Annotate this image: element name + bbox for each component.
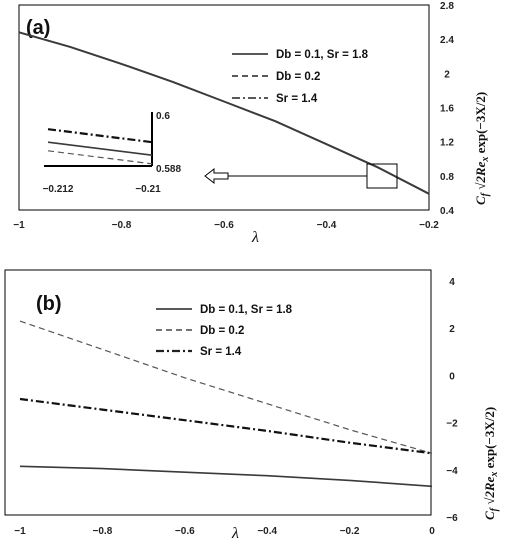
panel-b-legend-label: Db = 0.1, Sr = 1.8 (200, 304, 293, 316)
panel-b-ytick: 2 (449, 324, 455, 335)
panel-b-ytick: 0 (449, 371, 455, 382)
panel-b-legend-label: Sr = 1.4 (200, 346, 242, 358)
panel-a-xtick: −1 (13, 220, 25, 231)
panel-b-xtick: −1 (14, 526, 26, 537)
panel-b-ytick: 4 (449, 277, 455, 288)
panel-a-ytick: 1.6 (440, 104, 454, 115)
panel-a-legend-label: Db = 0.1, Sr = 1.8 (276, 49, 369, 61)
panel-a-xlabel: λ (251, 229, 259, 246)
panel-b: (b) λ Cf √2Rex exp(−3X/2) −1 −0.8 −0.6 −0.4… (4, 269, 500, 542)
panel-b-legend-label: Db = 0.2 (200, 325, 244, 337)
panel-a-label: (a) (26, 17, 50, 39)
inset-xtick: −0.21 (135, 184, 161, 195)
panel-b-series-line (19, 397, 433, 455)
panel-a-arrow-head (204, 167, 229, 185)
panel-a-ytick: 0.8 (440, 172, 454, 183)
panel-a-legend-label: Db = 0.2 (276, 71, 320, 83)
ylabel-text: Cf √2Rex exp(−3X/2) (473, 92, 491, 205)
inset-xtick: −0.212 (43, 184, 74, 195)
panel-a-xtick: −0.4 (317, 220, 337, 231)
panel-a-xtick: −0.2 (419, 220, 439, 231)
panel-b-xtick: −0.2 (340, 526, 360, 537)
panel-a-ylabel: Cf √2Rex exp(−3X/2) (473, 92, 491, 205)
panel-b-ytick: −2 (446, 419, 458, 430)
inset-series-line (47, 150, 153, 165)
ylabel-text: Cf √2Rex exp(−3X/2) (482, 407, 500, 520)
panel-b-xtick: −0.6 (175, 526, 195, 537)
panel-b-ytick: −4 (446, 466, 458, 477)
panel-a-ytick: 0.4 (440, 206, 454, 217)
panel-a-xtick: −0.8 (112, 220, 132, 231)
panel-a-xtick: −0.6 (214, 220, 234, 231)
inset-series-line (47, 128, 153, 144)
inset-series-line (47, 141, 153, 156)
inset-ytick: 0.588 (156, 164, 181, 175)
panel-b-xtick: 0 (429, 526, 435, 537)
panel-a-frame (18, 4, 430, 211)
panel-b-ylabel: Cf √2Rex exp(−3X/2) (482, 407, 500, 520)
panel-a-ytick: 1.2 (440, 138, 454, 149)
panel-b-xtick: −0.8 (93, 526, 113, 537)
panel-a: (a) λ Cf √2Rex exp(−3X/2) −1 −0.8 −0.6 −0.4… (13, 1, 491, 246)
panel-b-series-line (19, 465, 433, 488)
panel-b-ytick: −6 (446, 513, 458, 524)
panel-a-ytick: 2.4 (440, 35, 454, 46)
panel-a-legend-label: Sr = 1.4 (276, 93, 318, 105)
panel-a-ytick: 2.8 (440, 1, 454, 12)
panel-b-series-line (19, 320, 433, 454)
panel-a-ytick: 2 (444, 69, 450, 80)
panel-b-xlabel: λ (231, 525, 239, 542)
inset-ytick: 0.6 (156, 111, 170, 122)
panel-b-frame (4, 269, 432, 516)
panel-b-xtick: −0.4 (257, 526, 277, 537)
panel-a-series-line (18, 31, 430, 195)
panel-b-label: (b) (36, 293, 62, 315)
